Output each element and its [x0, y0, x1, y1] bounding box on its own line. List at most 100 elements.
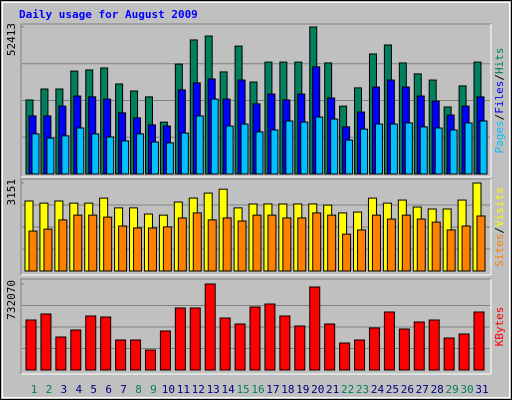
- bar: [76, 127, 85, 175]
- chart-title: Daily usage for August 2009: [19, 8, 198, 21]
- bar: [479, 120, 488, 175]
- bar: [237, 220, 247, 272]
- bar: [165, 142, 174, 175]
- bar: [46, 137, 55, 175]
- x-tick-label: 16: [251, 383, 264, 396]
- bar: [312, 212, 322, 272]
- x-tick-label: 2: [46, 383, 53, 396]
- bar: [240, 123, 249, 175]
- legend: Pages/Files/Hits: [493, 48, 506, 154]
- x-tick-label: 20: [311, 383, 324, 396]
- legend-entry: Files: [493, 81, 506, 114]
- x-tick-label: 30: [460, 383, 473, 396]
- bar: [324, 323, 336, 371]
- bar: [192, 212, 202, 272]
- bar: [210, 98, 219, 175]
- legend-separator: /: [493, 227, 506, 234]
- bar: [413, 321, 425, 371]
- bar: [255, 131, 264, 175]
- bar: [249, 306, 261, 371]
- x-tick-label: 29: [446, 383, 459, 396]
- bar: [91, 133, 100, 175]
- bar: [144, 349, 156, 371]
- bar: [327, 214, 337, 272]
- legend-entry: KBytes: [493, 307, 506, 347]
- bar: [398, 328, 410, 371]
- bar: [294, 325, 306, 371]
- x-tick-label: 5: [90, 383, 97, 396]
- bar: [55, 336, 67, 371]
- bar: [264, 303, 276, 371]
- bar: [106, 136, 115, 175]
- bar: [252, 214, 262, 272]
- y-tick-label: 3151: [5, 179, 18, 206]
- legend-entry: Pages: [493, 120, 506, 153]
- y-tick-label: 52413: [5, 23, 18, 56]
- x-tick-label: 7: [120, 383, 127, 396]
- bar: [100, 316, 112, 371]
- bar: [404, 122, 413, 175]
- bar: [189, 307, 201, 371]
- bar: [473, 311, 485, 371]
- legend-separator: /: [493, 74, 506, 81]
- bar: [309, 286, 321, 371]
- bar: [177, 217, 187, 272]
- x-tick-label: 21: [326, 383, 339, 396]
- x-tick-label: 8: [135, 383, 142, 396]
- bar: [195, 115, 204, 175]
- bar: [88, 214, 98, 272]
- bar: [115, 339, 127, 371]
- bar: [70, 329, 82, 371]
- bar: [419, 126, 428, 175]
- bar: [43, 228, 53, 272]
- bar: [118, 225, 128, 272]
- bar: [121, 140, 130, 175]
- legend: Sites/Visits: [493, 187, 506, 267]
- bar: [368, 327, 380, 371]
- bar: [40, 313, 52, 371]
- bar: [204, 283, 216, 371]
- x-tick-label: 13: [207, 383, 220, 396]
- bar: [297, 217, 307, 272]
- bar: [174, 307, 186, 371]
- bar: [180, 132, 189, 175]
- bar: [354, 339, 366, 371]
- legend-separator: /: [493, 114, 506, 121]
- bar: [222, 217, 232, 272]
- bar: [103, 216, 113, 272]
- bar: [133, 227, 143, 272]
- bar: [330, 118, 339, 175]
- bar: [342, 233, 352, 272]
- bar: [219, 317, 231, 371]
- legend: KBytes: [493, 307, 506, 347]
- x-tick-label: 10: [162, 383, 175, 396]
- x-tick-label: 3: [61, 383, 68, 396]
- legend-entry: Sites: [493, 234, 506, 267]
- bar: [207, 219, 217, 272]
- bar: [225, 125, 234, 175]
- bar: [270, 129, 279, 175]
- bar: [461, 225, 471, 272]
- x-tick-label: 4: [75, 383, 82, 396]
- bar: [401, 214, 411, 272]
- x-tick-label: 11: [177, 383, 190, 396]
- bar: [374, 123, 383, 175]
- bar: [282, 217, 292, 272]
- legend-entry: Visits: [493, 187, 506, 227]
- x-tick-label: 22: [341, 383, 354, 396]
- bar: [73, 214, 83, 272]
- x-tick-label: 12: [192, 383, 205, 396]
- bar: [383, 311, 395, 371]
- bar: [130, 339, 142, 371]
- x-tick-label: 18: [281, 383, 294, 396]
- bar: [443, 337, 455, 371]
- bar: [28, 230, 38, 272]
- bar: [386, 218, 396, 272]
- x-tick-label: 1: [31, 383, 38, 396]
- x-tick-label: 26: [401, 383, 414, 396]
- bar: [464, 122, 473, 175]
- x-tick-label: 23: [356, 383, 369, 396]
- x-tick-label: 15: [236, 383, 249, 396]
